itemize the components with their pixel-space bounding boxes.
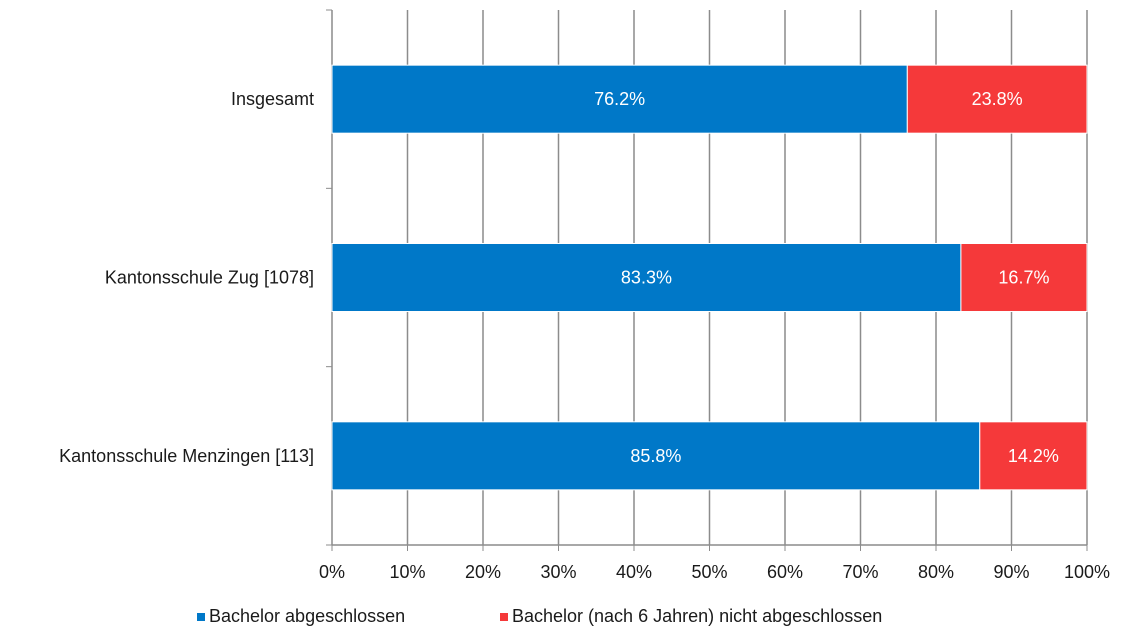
legend-label: Bachelor abgeschlossen — [209, 606, 406, 626]
legend-swatch — [500, 612, 508, 621]
x-tick-label: 10% — [389, 562, 425, 582]
x-tick-label: 20% — [465, 562, 501, 582]
legend: Bachelor abgeschlossen Bachelor (nach 6 … — [0, 606, 1125, 628]
labels: 0% 10% 20% 30% 40% 50% 60% 70% 80% 90% 100% 76.2% 23… — [59, 89, 1110, 582]
category-label: Insgesamt — [231, 89, 314, 109]
x-tick-label: 0% — [319, 562, 345, 582]
data-label: 76.2% — [594, 89, 645, 109]
data-label: 14.2% — [1008, 446, 1059, 466]
bar-segment-nicht-abgeschlossen — [979, 421, 1088, 491]
x-tick-label: 80% — [918, 562, 954, 582]
x-tick-label: 70% — [842, 562, 878, 582]
category-label: Kantonsschule Zug [1078] — [105, 268, 314, 288]
bars — [331, 64, 1088, 491]
data-label: 16.7% — [998, 268, 1049, 288]
bar-segment-nicht-abgeschlossen — [960, 243, 1088, 312]
x-tick-label: 90% — [993, 562, 1029, 582]
x-tick-label: 50% — [691, 562, 727, 582]
legend-swatch — [197, 612, 205, 621]
legend-label: Bachelor (nach 6 Jahren) nicht abgeschlo… — [512, 606, 883, 626]
data-label: 23.8% — [972, 89, 1023, 109]
category-label: Kantonsschule Menzingen [113] — [59, 446, 314, 466]
x-tick-label: 60% — [767, 562, 803, 582]
data-label: 83.3% — [621, 268, 672, 288]
x-tick-label: 40% — [616, 562, 652, 582]
bar-segment-abgeschlossen — [331, 421, 981, 491]
x-tick-label: 100% — [1064, 562, 1110, 582]
data-label: 85.8% — [630, 446, 681, 466]
x-tick-label: 30% — [540, 562, 576, 582]
legend-item-bachelor-nicht-abgeschlossen: Bachelor (nach 6 Jahren) nicht abgeschlo… — [500, 606, 882, 627]
bar-segment-abgeschlossen — [331, 243, 962, 312]
bar-segment-nicht-abgeschlossen — [906, 64, 1088, 134]
legend-item-bachelor-abgeschlossen: Bachelor abgeschlossen — [197, 606, 405, 627]
